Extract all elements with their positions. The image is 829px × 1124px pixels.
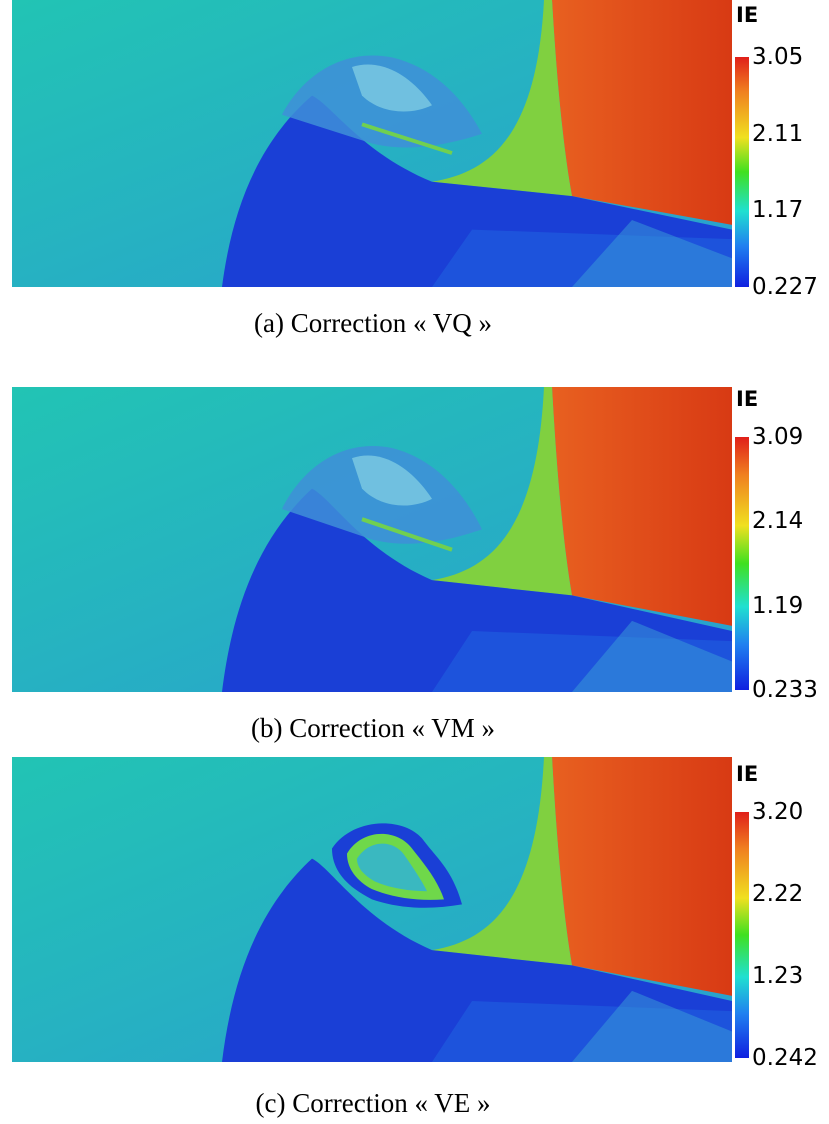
simulation-image: [12, 387, 732, 692]
caption: (a) Correction « VQ »: [254, 308, 492, 338]
simulation-image: [12, 757, 732, 1062]
colorbar-tick-label: 0.233: [752, 677, 818, 703]
colorbar: [735, 57, 749, 287]
colorbar-tick-label: 0.242: [752, 1045, 818, 1071]
colorbar-tick-label: 1.19: [752, 592, 804, 619]
colorbar-tick-label: 3.20: [752, 799, 804, 825]
colorbar-tick-label: 2.22: [752, 881, 804, 907]
colorbar-tick-label: 1.17: [752, 197, 804, 224]
colorbar-tick-label: 2.11: [752, 120, 804, 147]
colorbar: [735, 437, 749, 690]
colorbar-tick-label: 0.227: [752, 274, 818, 300]
colorbar-tick-label: 1.23: [752, 963, 804, 989]
caption: (b) Correction « VM »: [251, 713, 495, 743]
colorbar-tick-label: 2.14: [752, 508, 804, 535]
simulation-image: [12, 0, 732, 287]
colorbar-tick-label: 3.09: [752, 424, 804, 450]
colorbar-tick-label: 3.05: [752, 44, 804, 70]
caption: (c) Correction « VE »: [255, 1088, 491, 1118]
colorbar-title: IE: [736, 3, 759, 27]
colorbar-title: IE: [736, 387, 759, 411]
colorbar-title: IE: [736, 762, 759, 786]
colorbar: [735, 812, 749, 1058]
